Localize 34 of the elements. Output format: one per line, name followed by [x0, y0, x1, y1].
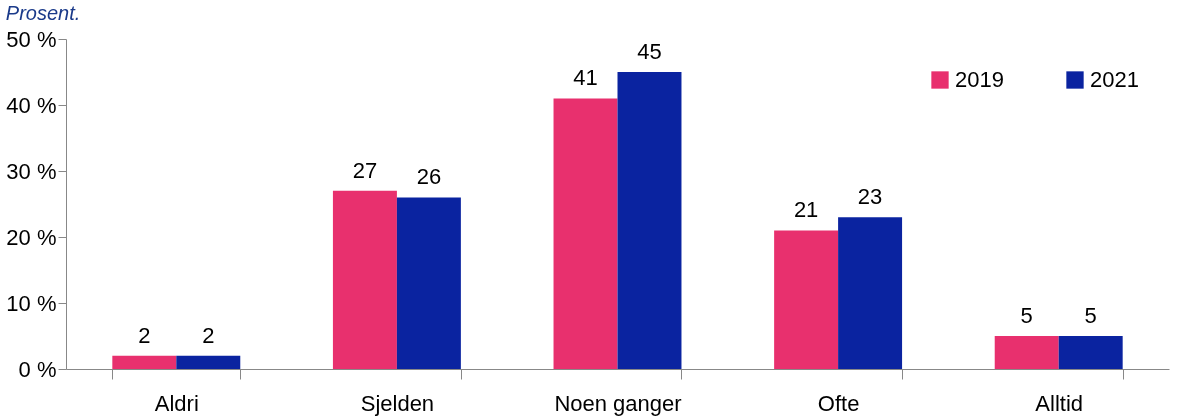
- y-tick-label: 50 %: [6, 26, 57, 52]
- bar: [994, 336, 1059, 369]
- bar: [112, 355, 177, 369]
- data-label: 41: [573, 65, 598, 91]
- bar: [774, 230, 839, 369]
- y-tick-label: 10 %: [6, 290, 57, 316]
- data-label: 27: [352, 157, 378, 183]
- bar: [1058, 336, 1123, 369]
- data-label: 23: [857, 184, 883, 210]
- x-tick-label: Noen ganger: [554, 390, 682, 416]
- x-tick-label: Aldri: [154, 390, 199, 416]
- legend-label: 2021: [1090, 67, 1139, 92]
- y-axis-title: Prosent.: [5, 2, 81, 24]
- data-label: 5: [1020, 303, 1033, 328]
- data-label: 45: [637, 39, 662, 64]
- bar: [396, 197, 461, 369]
- bar: [838, 217, 903, 369]
- x-tick-label: Sjelden: [360, 390, 435, 416]
- y-tick-label: 30 %: [6, 158, 57, 184]
- data-label: 5: [1084, 303, 1097, 328]
- y-tick-label: 0 %: [18, 356, 57, 382]
- bar: [332, 190, 397, 369]
- x-tick-label: Alltid: [1035, 390, 1084, 416]
- bar: [553, 98, 618, 369]
- bar: [617, 72, 682, 369]
- data-label: 2: [138, 322, 151, 348]
- data-label: 26: [416, 164, 442, 190]
- y-tick-label: 20 %: [6, 224, 57, 250]
- x-tick-label: Ofte: [817, 390, 860, 416]
- y-tick-label: 40 %: [6, 92, 57, 118]
- bar: [176, 355, 241, 369]
- data-label: 21: [793, 197, 819, 223]
- legend-label: 2019: [955, 67, 1004, 92]
- data-label: 2: [202, 322, 215, 348]
